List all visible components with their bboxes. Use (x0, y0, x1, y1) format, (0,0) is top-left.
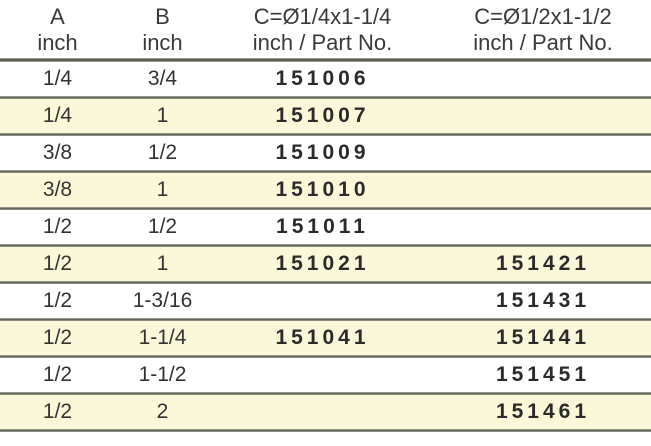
table-row: 1/2 1 151021 151421 (0, 247, 651, 281)
cell-a-inch: 1/2 (42, 363, 73, 386)
header-col-a: A inch (0, 4, 115, 56)
cell-a-inch: 3/8 (42, 141, 73, 164)
cell-part-no-c14: 151041 (275, 326, 370, 349)
row-divider-line (0, 392, 651, 395)
cell-a-inch: 1/2 (42, 289, 73, 312)
cell-b-inch: 2 (156, 400, 169, 423)
cell-part-no-c14: 151006 (275, 67, 370, 90)
header-col-c14: C=Ø1/4x1-1/4 inch / Part No. (210, 4, 435, 56)
cell-a-inch: 1/2 (42, 215, 73, 238)
header-col-b-line2: inch (142, 30, 183, 55)
table-row: 3/8 1/2 151009 (0, 136, 651, 170)
table-row: 1/4 3/4 151006 (0, 62, 651, 96)
cell-part-no-c12: 151421 (495, 252, 591, 275)
cell-part-no-c14: 151009 (275, 141, 370, 164)
cell-part-no-c12: 151451 (495, 363, 591, 386)
cell-b-inch: 1/2 (147, 215, 178, 238)
header-col-b-line1: B (155, 4, 170, 29)
cell-part-no-c14: 151011 (276, 215, 369, 238)
cell-b-inch: 1 (156, 252, 169, 275)
cell-part-no-c12: 151431 (495, 289, 591, 312)
row-divider-line (0, 96, 651, 99)
table-bottom-line (0, 429, 651, 432)
cell-b-inch: 3/4 (147, 67, 178, 90)
cell-a-inch: 1/4 (42, 104, 73, 127)
cell-part-no-c14: 151007 (275, 104, 370, 127)
cell-part-no-c12: 151461 (495, 400, 591, 423)
table-row: 1/2 1-1/4 151041 151441 (0, 321, 651, 355)
row-divider-line (0, 207, 651, 210)
cell-part-no-c14: 151021 (275, 252, 370, 275)
table-row: 1/4 1 151007 (0, 99, 651, 133)
cell-b-inch: 1-1/2 (138, 363, 187, 386)
header-col-c12-line1: C=Ø1/2x1-1/2 (474, 4, 612, 29)
table-row: 3/8 1 151010 (0, 173, 651, 207)
header-col-c12-line2: inch / Part No. (473, 30, 613, 55)
header-col-c14-line1: C=Ø1/4x1-1/4 (253, 4, 392, 29)
row-divider-line (0, 170, 651, 173)
cell-part-no-c14: 151010 (275, 178, 370, 201)
header-col-b: B inch (115, 4, 210, 56)
cell-b-inch: 1/2 (147, 141, 178, 164)
row-divider-line (0, 244, 651, 247)
cell-a-inch: 1/4 (42, 67, 73, 90)
table-row: 1/2 1-3/16 151431 (0, 284, 651, 318)
cell-a-inch: 1/2 (42, 252, 73, 275)
cell-part-no-c12: 151441 (495, 326, 591, 349)
table-row: 1/2 2 151461 (0, 395, 651, 429)
header-col-a-line1: A (50, 4, 65, 29)
cell-a-inch: 3/8 (42, 178, 73, 201)
cell-a-inch: 1/2 (42, 326, 73, 349)
table-row: 1/2 1-1/2 151451 (0, 358, 651, 392)
cell-b-inch: 1 (156, 178, 169, 201)
table-row: 1/2 1/2 151011 (0, 210, 651, 244)
header-col-a-line2: inch (37, 30, 78, 55)
cell-a-inch: 1/2 (42, 400, 73, 423)
header-divider-line (0, 58, 651, 62)
header-col-c12: C=Ø1/2x1-1/2 inch / Part No. (435, 4, 651, 56)
table-header-row: A inch B inch C=Ø1/4x1-1/4 inch / Part N… (0, 0, 651, 58)
row-divider-line (0, 355, 651, 358)
cell-b-inch: 1-1/4 (138, 326, 187, 349)
row-divider-line (0, 318, 651, 321)
cell-b-inch: 1-3/16 (132, 289, 193, 312)
row-divider-line (0, 133, 651, 136)
header-col-c14-line2: inch / Part No. (252, 30, 393, 55)
row-divider-line (0, 281, 651, 284)
cell-b-inch: 1 (156, 104, 169, 127)
